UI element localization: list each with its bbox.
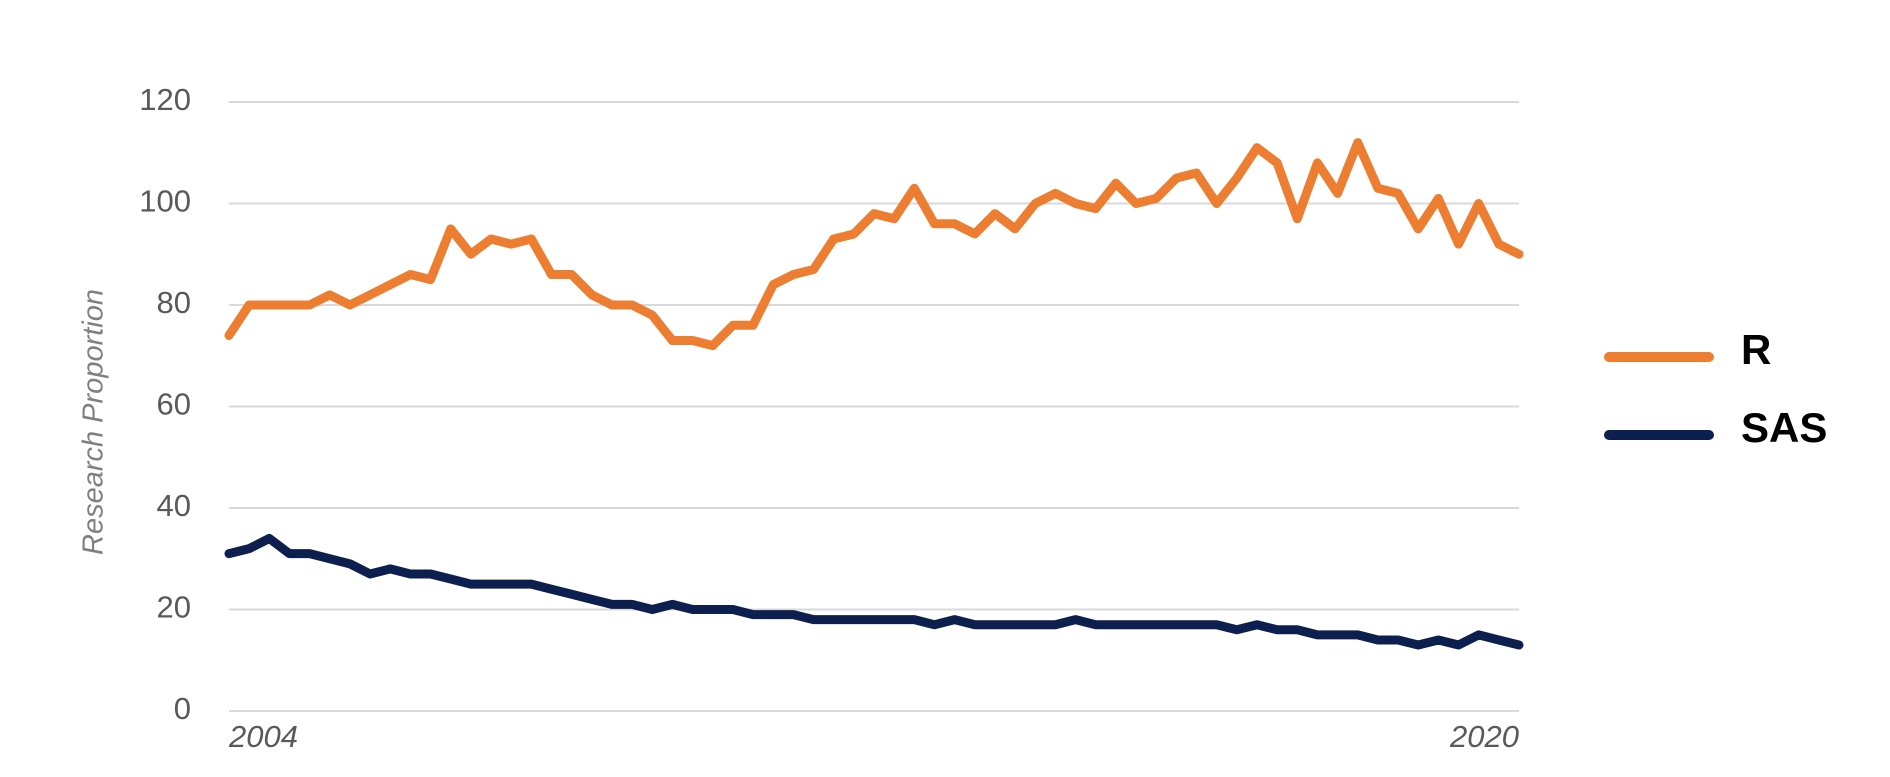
x-tick-label: 2004	[228, 719, 298, 754]
series-line	[224, 533, 1524, 650]
y-tick-label: 20	[157, 590, 191, 625]
y-tick-label: 80	[157, 285, 191, 320]
x-tick-label: 2020	[1449, 719, 1519, 754]
legend-label: SAS	[1741, 404, 1827, 451]
y-tick-label: 60	[157, 387, 191, 422]
y-axis-label: Research Proportion	[78, 289, 110, 555]
y-tick-label: 100	[139, 184, 191, 219]
y-tick-label: 0	[174, 691, 191, 726]
legend-label: R	[1741, 326, 1771, 373]
y-tick-label: 120	[139, 82, 191, 117]
y-tick-label: 40	[157, 488, 191, 523]
series-line	[224, 138, 1524, 351]
